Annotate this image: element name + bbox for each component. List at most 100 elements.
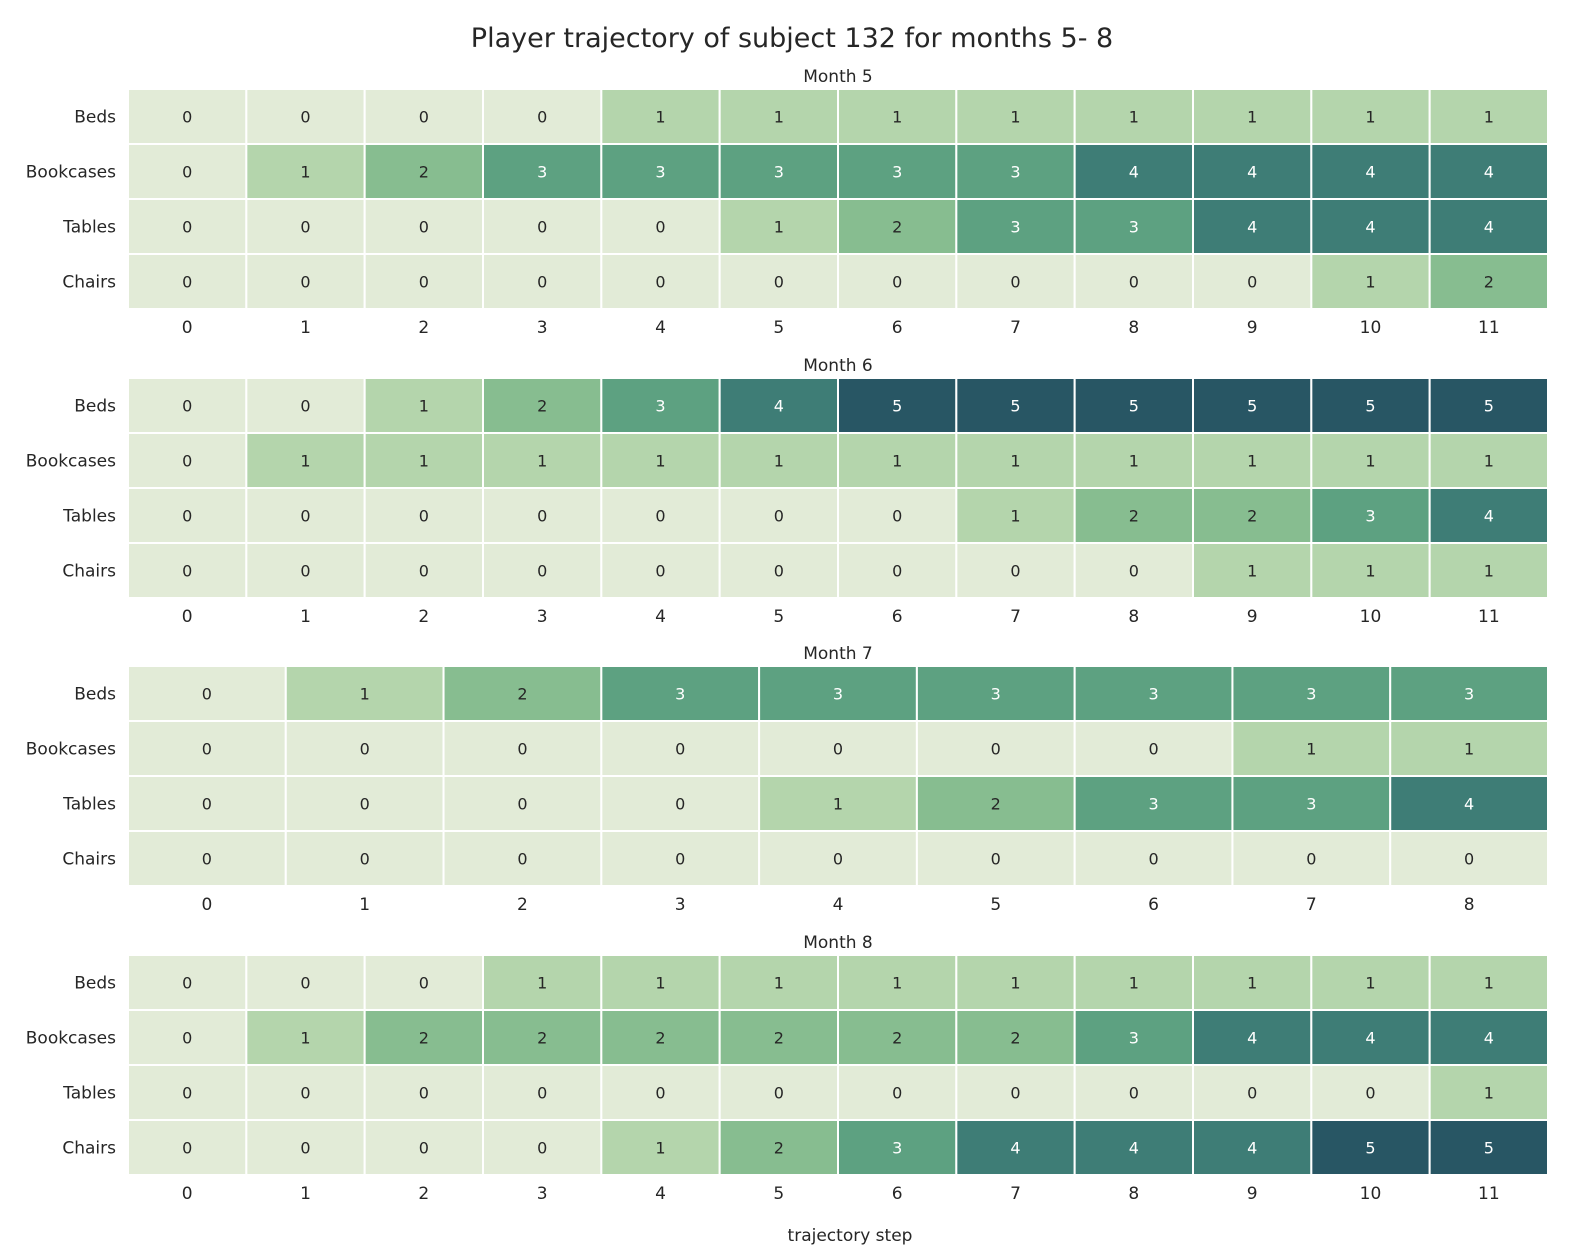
- x-tick-label: 9: [1247, 1184, 1258, 1204]
- x-tick-label: 8: [1464, 895, 1475, 915]
- cell-value-label: 3: [675, 685, 685, 704]
- cell-value-label: 1: [1484, 974, 1494, 993]
- heatmap-cell: [127, 253, 248, 310]
- heatmap-cell: [1310, 253, 1431, 310]
- row-label: Tables: [62, 795, 116, 815]
- cell-value-label: 1: [892, 108, 902, 127]
- x-tick-label: 2: [418, 1184, 429, 1204]
- heatmap-cell: [718, 1009, 840, 1066]
- x-tick-label: 0: [182, 607, 193, 627]
- row-label: Chairs: [62, 1139, 116, 1159]
- cell-value-label: 4: [1464, 795, 1474, 814]
- cell-value-label: 2: [517, 685, 527, 704]
- cell-value-label: 0: [182, 507, 192, 526]
- heatmap-cell: [284, 665, 445, 722]
- heatmap-cell: [915, 830, 1076, 887]
- cell-value-label: 0: [517, 740, 527, 759]
- heatmap-cell: [1428, 253, 1549, 310]
- heatmap-cell: [482, 487, 603, 544]
- figure-title: Player trajectory of subject 132 for mon…: [471, 23, 1113, 54]
- heatmap-cell: [955, 88, 1076, 145]
- heatmap-cell: [363, 198, 484, 255]
- cell-value-label: 2: [1247, 507, 1257, 526]
- cell-value-label: 1: [1365, 108, 1375, 127]
- cell-value-label: 1: [1010, 507, 1020, 526]
- cell-value-label: 0: [300, 273, 310, 292]
- cell-value-label: 1: [774, 974, 784, 993]
- cell-value-label: 0: [419, 974, 429, 993]
- cell-value-label: 0: [774, 562, 784, 581]
- heatmap-cell: [127, 377, 248, 434]
- cell-value-label: 0: [1247, 273, 1257, 292]
- heatmap-cell: [955, 377, 1076, 434]
- cell-value-label: 4: [1365, 163, 1375, 182]
- heatmap-cell: [245, 954, 366, 1011]
- cell-value-label: 4: [1129, 163, 1139, 182]
- x-tick-label: 11: [1478, 607, 1500, 627]
- heatmap-cell: [837, 198, 958, 255]
- heatmap-cell: [955, 542, 1076, 599]
- heatmap-cell: [955, 143, 1076, 200]
- heatmap-cell: [1310, 487, 1431, 544]
- heatmap-cell: [718, 1064, 840, 1121]
- cell-value-label: 0: [182, 1029, 192, 1048]
- cell-value-label: 1: [655, 974, 665, 993]
- cell-value-label: 5: [1010, 397, 1020, 416]
- cell-value-label: 3: [1464, 685, 1474, 704]
- cell-value-label: 0: [675, 850, 685, 869]
- cell-value-label: 0: [182, 974, 192, 993]
- row-label: Bookcases: [26, 452, 116, 472]
- heatmap-cell: [600, 143, 721, 200]
- heatmap-cell: [1073, 665, 1234, 722]
- heatmap-cell: [1073, 830, 1234, 887]
- cell-value-label: 0: [1464, 850, 1474, 869]
- x-tick-label: 5: [773, 607, 784, 627]
- cell-value-label: 0: [1148, 850, 1158, 869]
- heatmap-cell: [1310, 1119, 1431, 1176]
- cell-value-label: 0: [419, 273, 429, 292]
- cell-value-label: 0: [419, 218, 429, 237]
- cell-value-label: 0: [182, 273, 192, 292]
- cell-value-label: 1: [1129, 974, 1139, 993]
- heatmap-cell: [1428, 143, 1549, 200]
- cell-value-label: 2: [655, 1029, 665, 1048]
- heatmap-cell: [127, 432, 248, 489]
- x-tick-label: 9: [1247, 318, 1258, 338]
- cell-value-label: 2: [1129, 507, 1139, 526]
- heatmap-cell: [1428, 1064, 1549, 1121]
- cell-value-label: 1: [419, 452, 429, 471]
- x-tick-label: 0: [182, 1184, 193, 1204]
- cell-value-label: 0: [419, 562, 429, 581]
- cell-value-label: 3: [655, 163, 665, 182]
- cell-value-label: 1: [1129, 452, 1139, 471]
- heatmap-cell: [600, 542, 721, 599]
- cell-value-label: 0: [419, 1139, 429, 1158]
- heatmap-cell: [127, 775, 287, 832]
- x-tick-label: 1: [359, 895, 370, 915]
- cell-value-label: 1: [537, 452, 547, 471]
- x-tick-label: 7: [1010, 1184, 1021, 1204]
- cell-value-label: 0: [360, 850, 370, 869]
- heatmap-cell: [837, 542, 958, 599]
- cell-value-label: 1: [833, 795, 843, 814]
- cell-value-label: 0: [419, 108, 429, 127]
- cell-value-label: 4: [1365, 1029, 1375, 1048]
- cell-value-label: 4: [1247, 163, 1257, 182]
- cell-value-label: 0: [300, 507, 310, 526]
- cell-value-label: 3: [655, 397, 665, 416]
- cell-value-label: 0: [675, 795, 685, 814]
- heatmap-cell: [1428, 954, 1549, 1011]
- heatmap-cell: [363, 487, 484, 544]
- heatmap-cell: [1310, 542, 1431, 599]
- x-tick-label: 2: [517, 895, 528, 915]
- cell-value-label: 3: [1010, 218, 1020, 237]
- heatmap-cell: [245, 253, 366, 310]
- row-label: Beds: [74, 108, 116, 128]
- heatmap-cell: [600, 198, 721, 255]
- heatmap-cell: [600, 253, 721, 310]
- heatmap-cell: [600, 665, 761, 722]
- cell-value-label: 0: [419, 507, 429, 526]
- x-tick-label: 5: [773, 318, 784, 338]
